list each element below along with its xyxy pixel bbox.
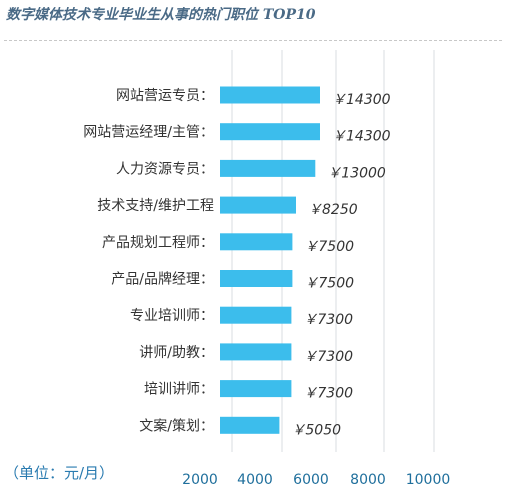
category-label: 文案/策划： [139,417,214,434]
category-label: 产品/品牌经理： [111,271,214,288]
chart-title: 数字媒体技术专业毕业生从事的热门职位 TOP10 [6,7,316,23]
category-label: 专业培训师： [130,308,214,324]
x-tick-label: 2000 [182,472,218,488]
title-divider [4,40,502,41]
value-label: ￥7300 [303,349,353,365]
bar [220,233,293,251]
bar [220,159,316,177]
x-tick-label: 4000 [237,472,273,488]
bar [220,343,292,361]
category-label: 产品规划工程师： [102,235,214,251]
value-label: ￥13000 [327,165,386,181]
labels: 网站营运专员： ￥14300 网站营运经理/主管： ￥14300 人力资源专员： ￥130… [83,88,450,488]
category-label: 技术支持/维护工程 [97,198,214,214]
x-tick-label: 10000 [406,472,451,488]
value-label: ￥14300 [332,129,391,145]
value-label: ￥8250 [308,202,358,218]
grid-lines [231,50,435,452]
value-label: ￥7300 [303,312,353,328]
x-tick-label: 6000 [293,472,329,488]
value-label: ￥14300 [332,92,391,108]
bar [220,123,320,141]
category-label: 网站营运经理/主管： [83,125,214,141]
bar [220,416,280,434]
bar [220,306,292,324]
bar [220,196,296,214]
unit-label: （单位：元/月） [4,464,115,482]
bars [220,86,320,434]
value-label: ￥7500 [304,276,354,292]
category-label: 人力资源专员： [116,161,214,177]
category-label: 培训讲师： [144,382,214,398]
value-label: ￥7500 [304,239,354,255]
category-label: 讲师/助教： [139,345,214,361]
bar [220,86,320,104]
x-tick-label: 8000 [350,472,386,488]
value-label: ￥7300 [303,386,353,402]
category-label: 网站营运专员： [116,88,214,104]
bar [220,380,292,398]
bar [220,270,293,287]
value-label: ￥5050 [291,422,341,438]
